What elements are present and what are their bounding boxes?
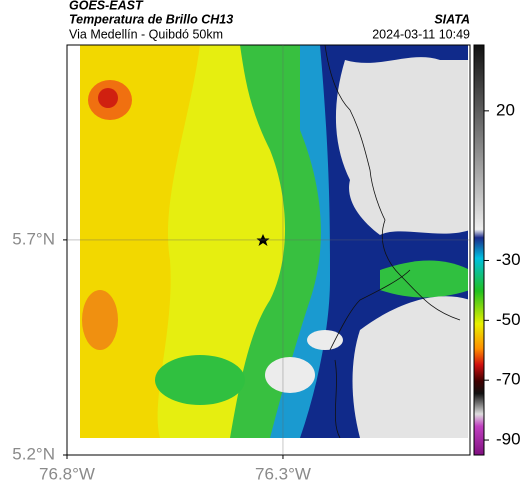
colorbar-tick-label: -30: [496, 250, 521, 269]
subtitle: Via Medellín - Quibdó 50km: [69, 27, 223, 41]
colorbar-tick-label: -70: [496, 370, 521, 389]
colorbar: [473, 44, 485, 456]
y-tick-label: 5.2°N: [12, 444, 55, 463]
x-tick-label: 76.3°W: [255, 464, 311, 483]
timestamp: 2024-03-11 10:49: [372, 27, 470, 41]
map-frame: [66, 44, 471, 456]
title: Temperatura de Brillo CH13: [69, 12, 233, 26]
colorbar-tick-label: -50: [496, 310, 521, 329]
colorbar-tick-label: -90: [496, 430, 521, 449]
y-tick-label: 5.7°N: [12, 229, 55, 248]
source: GOES-EAST: [69, 0, 144, 12]
colorbar-tick-label: 20: [496, 100, 515, 119]
satellite-image: [80, 45, 468, 438]
x-tick-label: 76.8°W: [39, 464, 95, 483]
agency: SIATA: [434, 12, 470, 26]
